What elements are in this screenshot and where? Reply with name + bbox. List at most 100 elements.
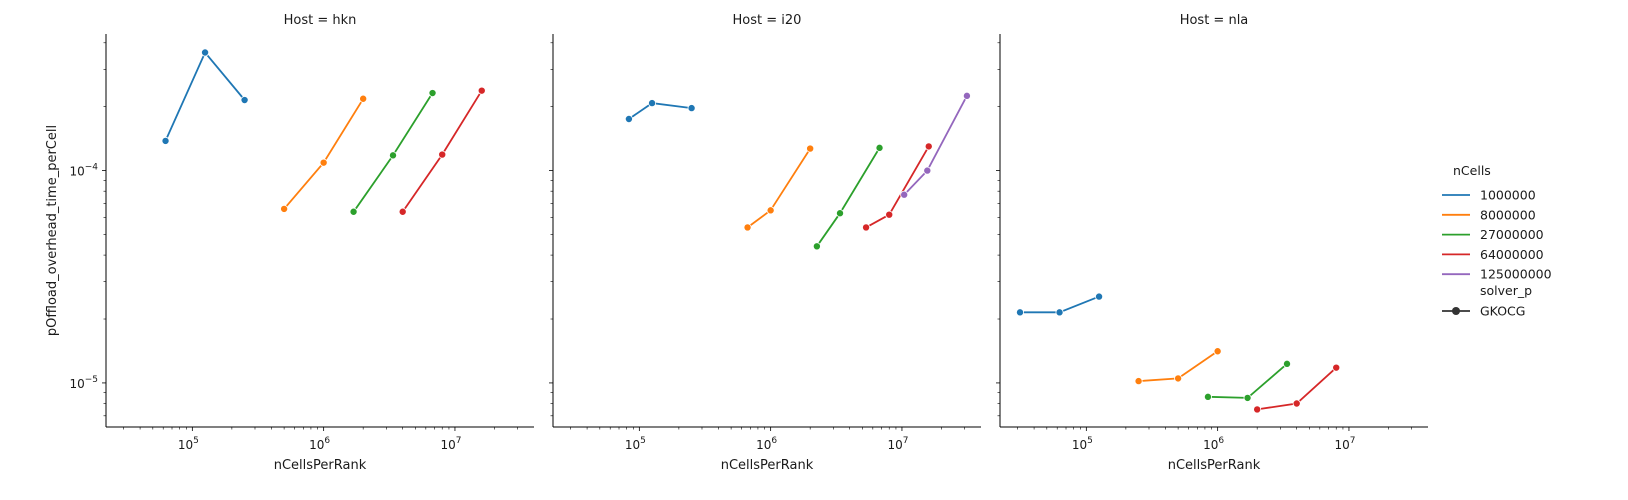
- x-tick-label: 105: [625, 436, 646, 452]
- data-point: [624, 115, 633, 124]
- x-tick-exponent: 5: [1087, 436, 1093, 446]
- data-point: [875, 143, 884, 152]
- data-point: [1203, 392, 1212, 401]
- legend-entry: 64000000: [1442, 247, 1544, 262]
- x-tick-label: 105: [178, 436, 199, 452]
- legend-entry: 8000000: [1442, 207, 1536, 222]
- data-point: [280, 204, 289, 213]
- legend-style-marker: [1452, 307, 1460, 315]
- series-27000000: [812, 143, 884, 251]
- data-point: [398, 207, 407, 216]
- legend-entry: 27000000: [1442, 227, 1544, 242]
- x-tick-base: 10: [625, 438, 640, 452]
- x-tick-base: 10: [1334, 438, 1349, 452]
- series-27000000: [1203, 359, 1292, 402]
- x-axis-label: nCellsPerRank: [274, 458, 367, 473]
- data-point: [240, 96, 249, 105]
- series-line: [747, 148, 811, 229]
- y-tick-label: 10−5: [69, 375, 98, 391]
- data-point: [1016, 308, 1025, 317]
- data-point: [812, 242, 821, 251]
- y-tick-base: 10: [69, 377, 84, 391]
- x-tick-exponent: 6: [324, 436, 330, 446]
- series-line: [865, 145, 930, 229]
- data-point: [1292, 399, 1301, 408]
- series-line: [903, 95, 968, 196]
- series-8000000: [280, 94, 368, 213]
- y-axis-label: pOffload_overhead_time_perCell: [45, 125, 60, 336]
- data-point: [477, 86, 486, 95]
- data-point: [1283, 359, 1292, 368]
- data-point: [1095, 292, 1104, 301]
- legend-label: 1000000: [1480, 188, 1536, 203]
- x-tick-exponent: 5: [640, 436, 646, 446]
- data-point: [1253, 405, 1262, 414]
- series-27000000: [349, 89, 437, 216]
- panel-title: Host = hkn: [284, 13, 357, 28]
- x-tick-label: 106: [309, 436, 330, 452]
- data-point: [743, 223, 752, 232]
- series-1000000: [1016, 292, 1104, 317]
- data-point: [1055, 308, 1064, 317]
- series-line: [283, 98, 364, 210]
- series-line: [164, 50, 246, 142]
- data-point: [1134, 377, 1143, 386]
- data-point: [648, 99, 657, 108]
- x-tick-label: 106: [1203, 436, 1224, 452]
- y-tick-label: 10−4: [69, 163, 98, 179]
- data-point: [389, 151, 398, 160]
- data-point: [923, 166, 932, 175]
- legend-entry: 1000000: [1442, 188, 1536, 203]
- x-axis-label: nCellsPerRank: [721, 458, 814, 473]
- x-tick-exponent: 5: [193, 436, 199, 446]
- x-tick-exponent: 7: [903, 436, 909, 446]
- x-tick-base: 10: [887, 438, 902, 452]
- data-point: [438, 150, 447, 159]
- data-point: [1332, 363, 1341, 372]
- x-tick-label: 105: [1072, 436, 1093, 452]
- data-point: [885, 210, 894, 219]
- panel-title: Host = i20: [733, 13, 802, 28]
- legend-style-title: solver_p: [1480, 283, 1532, 298]
- data-point: [900, 190, 909, 199]
- panel-title: Host = nla: [1180, 13, 1249, 28]
- legend-entry: 125000000: [1442, 267, 1552, 282]
- x-tick-label: 107: [440, 436, 461, 452]
- series-64000000: [1253, 363, 1341, 414]
- x-tick-label: 107: [1334, 436, 1355, 452]
- data-point: [1213, 347, 1222, 356]
- series-125000000: [900, 91, 971, 199]
- x-tick-exponent: 6: [771, 436, 777, 446]
- series-1000000: [624, 99, 696, 124]
- x-axis-label: nCellsPerRank: [1168, 458, 1261, 473]
- y-tick-exponent: −5: [85, 375, 98, 385]
- x-tick-base: 10: [178, 438, 193, 452]
- legend-label: 8000000: [1480, 207, 1536, 222]
- data-point: [766, 206, 775, 215]
- data-point: [359, 94, 368, 103]
- x-tick-base: 10: [440, 438, 455, 452]
- y-tick-base: 10: [69, 165, 84, 179]
- series-64000000: [398, 86, 486, 216]
- data-point: [428, 89, 437, 98]
- series-8000000: [1134, 347, 1222, 386]
- x-tick-exponent: 7: [456, 436, 462, 446]
- series-line: [1207, 363, 1288, 399]
- series-line: [628, 102, 692, 120]
- series-1000000: [161, 48, 249, 145]
- data-point: [836, 209, 845, 218]
- data-point: [924, 142, 933, 151]
- data-point: [349, 207, 358, 216]
- legend-label: 64000000: [1480, 247, 1544, 262]
- x-tick-label: 106: [756, 436, 777, 452]
- series-64000000: [862, 142, 933, 232]
- data-point: [687, 104, 696, 113]
- data-point: [1174, 374, 1183, 383]
- data-point: [319, 158, 328, 167]
- data-point: [806, 144, 815, 153]
- x-tick-base: 10: [309, 438, 324, 452]
